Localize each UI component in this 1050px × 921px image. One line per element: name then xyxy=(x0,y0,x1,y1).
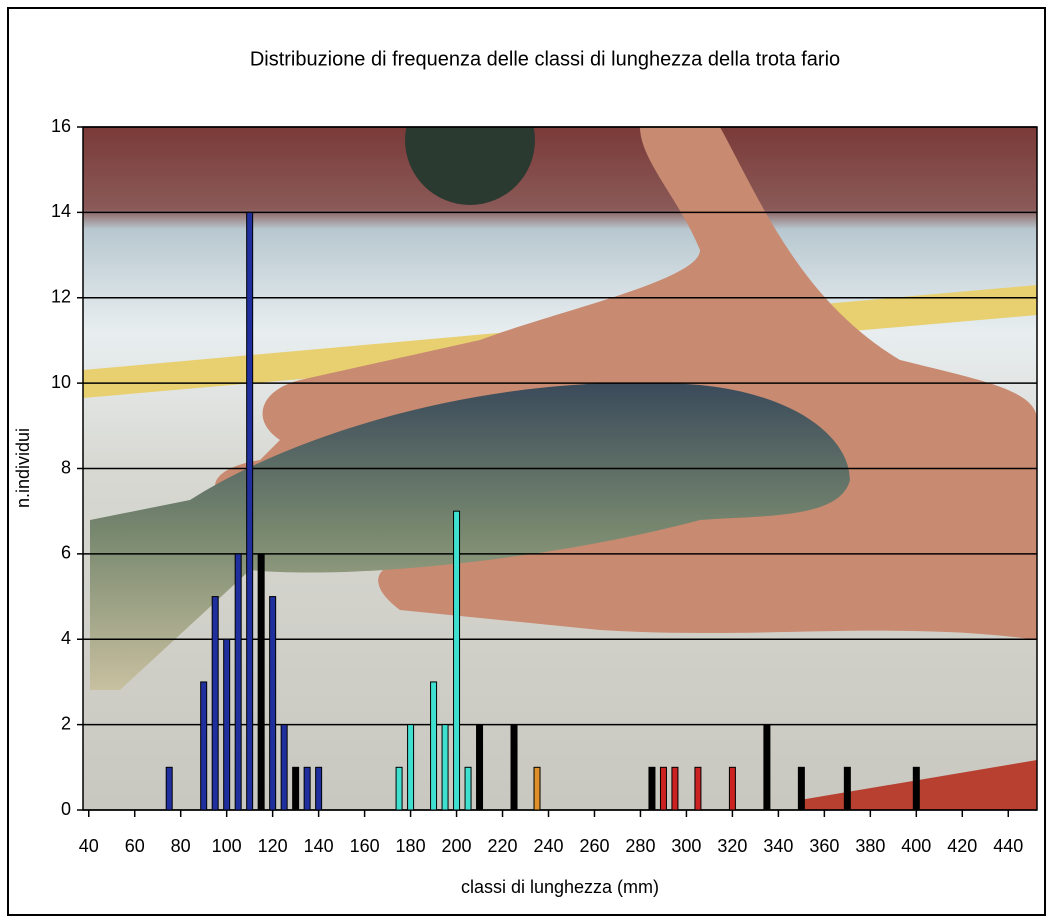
bar xyxy=(843,766,851,811)
y-tick-label: 0 xyxy=(61,799,71,819)
y-tick-label: 8 xyxy=(61,457,71,477)
x-tick-label: 300 xyxy=(671,836,701,856)
y-tick-label: 14 xyxy=(51,201,71,221)
x-tick-label: 200 xyxy=(442,836,472,856)
bar xyxy=(763,724,771,811)
x-tick-label: 440 xyxy=(993,836,1023,856)
bar xyxy=(797,766,805,811)
x-tick-label: 280 xyxy=(625,836,655,856)
y-tick-label: 12 xyxy=(51,287,71,307)
bar xyxy=(728,766,736,811)
x-tick-label: 60 xyxy=(125,836,145,856)
x-tick-label: 420 xyxy=(947,836,977,856)
x-tick-label: 140 xyxy=(304,836,334,856)
bar xyxy=(694,766,702,811)
bar xyxy=(395,766,403,811)
bar xyxy=(165,766,173,811)
y-tick-label: 10 xyxy=(51,372,71,392)
bar xyxy=(246,211,254,811)
bar xyxy=(200,681,208,811)
bar xyxy=(269,596,277,811)
bar xyxy=(211,596,219,811)
y-tick-label: 16 xyxy=(51,116,71,136)
x-tick-label: 120 xyxy=(258,836,288,856)
bar xyxy=(510,724,518,811)
bar xyxy=(303,766,311,811)
x-tick-label: 340 xyxy=(763,836,793,856)
y-tick-label: 6 xyxy=(61,543,71,563)
bar xyxy=(407,724,415,811)
bar xyxy=(430,681,438,811)
bar xyxy=(280,724,288,811)
bar xyxy=(223,638,231,811)
x-tick-label: 320 xyxy=(717,836,747,856)
bar xyxy=(234,553,242,811)
bar xyxy=(671,766,679,811)
x-tick-label: 220 xyxy=(488,836,518,856)
x-tick-label: 80 xyxy=(171,836,191,856)
bar xyxy=(648,766,656,811)
x-tick-label: 380 xyxy=(855,836,885,856)
x-tick-label: 160 xyxy=(350,836,380,856)
bar xyxy=(441,724,449,811)
y-axis-title: n.individui xyxy=(13,428,33,508)
x-tick-label: 360 xyxy=(809,836,839,856)
bar xyxy=(315,766,323,811)
bar xyxy=(476,724,484,811)
x-tick-label: 100 xyxy=(212,836,242,856)
y-tick-label: 2 xyxy=(61,713,71,733)
bar xyxy=(659,766,667,811)
x-axis-title: classi di lunghezza (mm) xyxy=(461,877,659,897)
bar xyxy=(292,766,300,811)
y-tick-label: 4 xyxy=(61,628,71,648)
bar xyxy=(533,766,541,811)
bar xyxy=(257,553,265,811)
x-tick-label: 240 xyxy=(533,836,563,856)
bar xyxy=(912,766,920,811)
x-tick-label: 260 xyxy=(579,836,609,856)
x-tick-label: 40 xyxy=(79,836,99,856)
x-tick-label: 400 xyxy=(901,836,931,856)
chart-title: Distribuzione di frequenza delle classi … xyxy=(250,48,840,70)
bar xyxy=(453,510,461,811)
bar xyxy=(464,766,472,811)
x-tick-label: 180 xyxy=(396,836,426,856)
